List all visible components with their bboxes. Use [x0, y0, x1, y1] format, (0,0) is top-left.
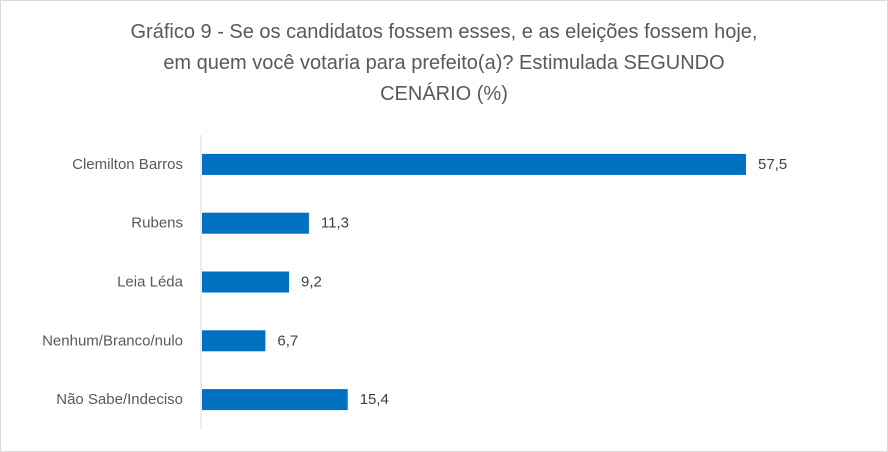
category-label: Leia Léda: [117, 274, 184, 291]
chart-title-line-2: em quem você votaria para prefeito(a)? E…: [163, 52, 725, 74]
data-label: 9,2: [301, 274, 322, 291]
bar: [202, 271, 290, 293]
data-label: 15,4: [360, 391, 389, 408]
chart-title: Gráfico 9 - Se os candidatos fossem esse…: [41, 17, 847, 110]
bar: [202, 330, 266, 352]
category-label: Rubens: [131, 215, 183, 232]
data-label: 6,7: [277, 332, 298, 349]
data-label: 11,3: [321, 215, 349, 232]
category-label: Não Sabe/Indeciso: [56, 391, 183, 408]
category-label: Nenhum/Branco/nulo: [42, 332, 183, 349]
bar: [202, 153, 746, 175]
chart-title-line-3: CENÁRIO (%): [380, 83, 508, 105]
data-label: 57,5: [758, 156, 787, 173]
category-label: Clemilton Barros: [72, 156, 183, 173]
chart-title-line-1: Gráfico 9 - Se os candidatos fossem esse…: [130, 21, 758, 43]
bar: [202, 212, 309, 234]
bar: [202, 389, 348, 411]
